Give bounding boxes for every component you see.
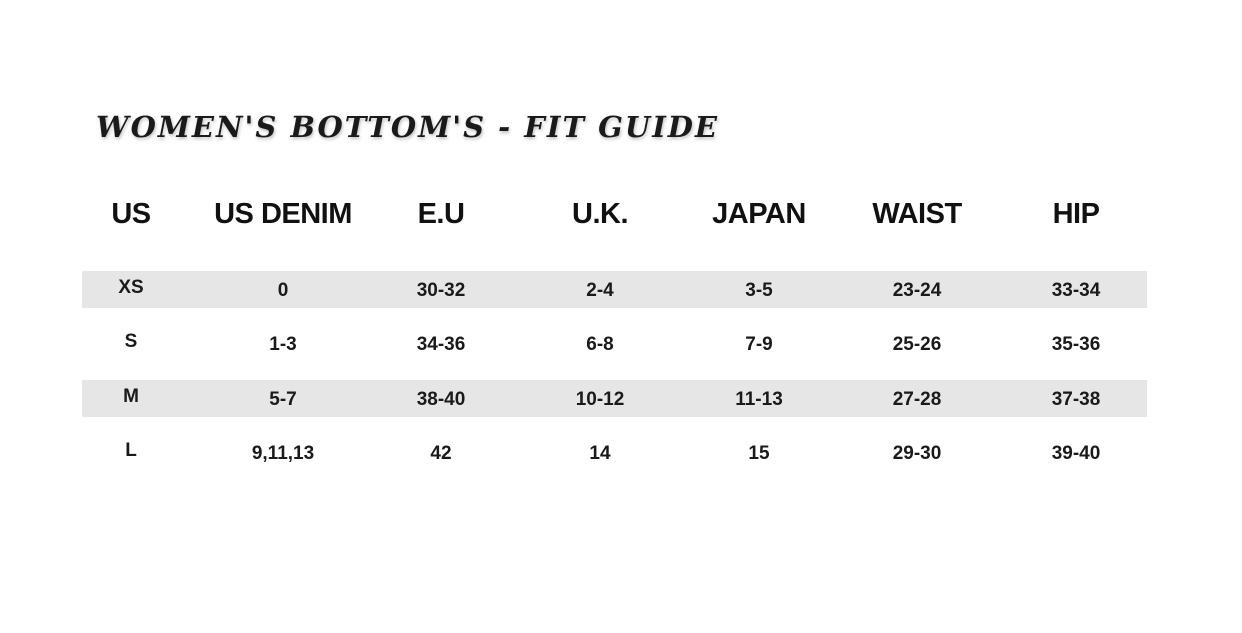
table-cell: 5-7 [269,389,297,410]
page-title: WOMEN'S BOTTOM'S - FIT GUIDE [96,110,720,144]
table-cell: 30-32 [416,280,466,301]
table-cell: 39-40 [1051,443,1101,464]
table-cell: 7-9 [745,334,773,355]
table-cell: 9,11,13 [251,443,315,464]
table-cell: 27-28 [892,389,942,410]
table-cell: 42 [430,443,452,464]
table-cell: 35-36 [1051,334,1101,355]
table-cell: 25-26 [892,334,942,355]
table-cell: 37-38 [1051,389,1101,410]
table-cell: 38-40 [416,389,466,410]
table-cell: 1-3 [269,334,297,355]
table-cell: 34-36 [416,334,466,355]
table-cell: 23-24 [892,280,942,301]
table-cell: 0 [277,280,289,301]
table-cell: 3-5 [745,280,773,301]
column-header: HIP [1052,198,1100,230]
table-cell: S [124,331,138,352]
table-cell: 14 [589,443,611,464]
table-cell: M [123,386,139,407]
column-header: E.U [417,198,465,230]
table-cell: 33-34 [1051,280,1101,301]
table-cell: L [125,440,137,461]
column-header: JAPAN [712,198,806,230]
table-row-stripe [82,271,1147,308]
table-cell: XS [118,277,144,298]
table-cell: 2-4 [586,280,614,301]
table-cell: 11-13 [735,389,783,410]
table-cell: 29-30 [892,443,942,464]
column-header: WAIST [872,198,962,230]
table-row-stripe [82,380,1147,417]
table-cell: 6-8 [586,334,614,355]
column-header: U.K. [572,198,629,230]
table-cell: 10-12 [575,389,625,410]
column-header: US [111,198,151,230]
table-cell: 15 [748,443,770,464]
column-header: US DENIM [214,198,352,230]
